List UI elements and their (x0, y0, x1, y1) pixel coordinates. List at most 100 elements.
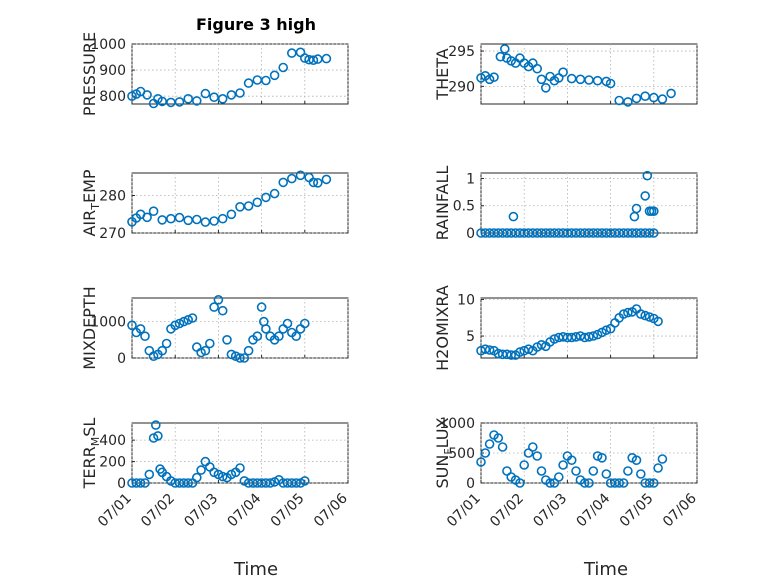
figure-title: Figure 3 high (196, 15, 316, 34)
data-point (252, 197, 263, 208)
data-point (140, 478, 150, 488)
data-point (648, 478, 659, 488)
subplot-rainfall: 0 0.5 1 RAINFALL (433, 166, 698, 242)
data-point (571, 466, 581, 476)
data-point (252, 331, 263, 342)
data-point (549, 478, 560, 488)
data-point (269, 70, 280, 81)
data-point (497, 442, 508, 452)
data-point (623, 466, 633, 476)
data-point (592, 451, 603, 461)
data-point (484, 439, 495, 449)
data-point (536, 466, 547, 476)
data-point (623, 307, 633, 318)
y-tick-label: 270 (99, 226, 126, 242)
data-point (321, 174, 332, 185)
data-point (532, 451, 543, 461)
data-point (135, 324, 146, 334)
data-point (209, 302, 219, 312)
data-point (540, 83, 551, 93)
data-point (648, 92, 659, 103)
data-point (584, 331, 594, 342)
data-point (153, 431, 163, 441)
y-tick-label: 0 (117, 351, 126, 367)
data-point (579, 478, 590, 488)
data-point (644, 228, 655, 238)
data-point (179, 316, 189, 327)
data-point (484, 345, 495, 355)
data-point (256, 302, 267, 312)
data-point (200, 88, 211, 99)
y-tick-label: 10 (457, 292, 475, 308)
data-point (640, 191, 651, 201)
data-point (217, 94, 228, 104)
data-point (618, 309, 629, 319)
data-point (614, 95, 625, 106)
data-point (640, 310, 651, 321)
y-tick-label: 5 (466, 329, 475, 345)
data-point (508, 211, 519, 222)
data-point (653, 463, 663, 473)
data-point (493, 433, 504, 443)
data-point (506, 350, 517, 360)
data-point (243, 345, 254, 356)
data-point (644, 312, 655, 322)
y-tick-label: 280 (99, 189, 126, 205)
data-point (235, 88, 245, 98)
data-point (157, 96, 167, 107)
data-point (295, 170, 306, 181)
data-point (549, 334, 560, 344)
data-point (196, 347, 206, 358)
data-point (527, 442, 538, 452)
data-point (657, 454, 668, 464)
y-tick-label: 900 (99, 63, 126, 79)
data-point (480, 344, 491, 355)
data-point (631, 455, 642, 466)
data-point (230, 351, 241, 362)
data-point (584, 478, 594, 488)
data-point (648, 206, 659, 216)
data-point (192, 96, 202, 106)
y-axis-label-rainfall: RAINFALL (433, 166, 452, 241)
y-tick-label: 1000 (90, 37, 126, 53)
y-tick-label: 800 (99, 89, 126, 105)
data-point (282, 318, 293, 329)
data-point (278, 177, 289, 188)
data-point (536, 339, 547, 350)
data-point (209, 216, 219, 226)
data-point (631, 93, 642, 104)
series-theta (476, 44, 676, 107)
data-point (174, 212, 185, 223)
data-point (299, 476, 310, 486)
data-point (161, 338, 172, 349)
y-tick-label: 0.5 (453, 199, 475, 215)
data-point (515, 347, 525, 357)
y-axis-label-pressure: PRESSURE (80, 32, 99, 116)
data-point (308, 55, 319, 66)
data-point (226, 349, 237, 360)
y-tick-label: 290 (448, 79, 475, 95)
data-point (495, 51, 506, 62)
y-axis-label-h2omixra: H2OMIXRA (433, 285, 452, 371)
data-point (142, 90, 152, 100)
data-point (200, 217, 211, 227)
data-point (601, 325, 612, 336)
data-point (222, 334, 232, 345)
data-point (261, 324, 271, 334)
data-point (286, 173, 297, 184)
data-point (205, 338, 215, 349)
data-point (635, 309, 646, 319)
data-point (183, 478, 193, 488)
data-point (200, 345, 211, 356)
data-point (523, 344, 534, 355)
data-point (631, 203, 642, 214)
data-point (157, 215, 167, 225)
data-point (515, 478, 525, 488)
data-point (183, 314, 193, 325)
